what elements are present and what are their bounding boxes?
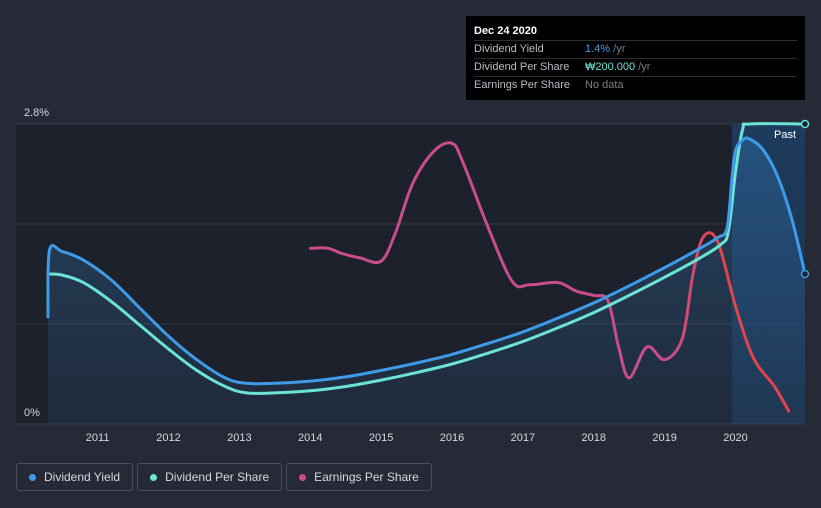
series-line-earnings-per-share	[308, 141, 791, 413]
x-tick-label: 2019	[652, 432, 676, 444]
x-tick-label: 2012	[156, 432, 180, 444]
legend-item-dividend-yield[interactable]: Dividend Yield	[16, 463, 134, 491]
x-tick-label: 2011	[86, 432, 110, 444]
x-tick-label: 2013	[227, 432, 251, 444]
legend-dot-icon	[29, 473, 36, 481]
tooltip-row-earnings-per-share: Earnings Per Share No data	[474, 76, 797, 94]
series-line-dividend-yield	[46, 136, 805, 386]
x-tick-label: 2016	[440, 432, 464, 444]
x-tick-label: 2018	[582, 432, 606, 444]
y-tick-label: 2.8%	[24, 107, 49, 119]
dividend-yield-area	[47, 138, 805, 424]
x-tick-label: 2020	[723, 432, 747, 444]
x-tick-label: 2014	[298, 432, 322, 444]
series-line-dividend-per-share	[46, 122, 805, 395]
x-tick-label: 2017	[511, 432, 535, 444]
past-label: Past	[774, 129, 797, 141]
tooltip-value-number: ₩200.000	[585, 61, 636, 73]
legend-label: Earnings Per Share	[314, 470, 419, 484]
end-marker-dividend-per-share	[800, 119, 810, 129]
legend-label: Dividend Yield	[44, 470, 121, 484]
tooltip-row-dividend-yield: Dividend Yield 1.4% /yr	[474, 40, 797, 58]
tooltip-value: 1.4% /yr	[585, 41, 625, 58]
tooltip-date: Dec 24 2020	[474, 25, 537, 37]
legend: Dividend Yield Dividend Per Share Earnin…	[16, 463, 432, 491]
legend-item-earnings-per-share[interactable]: Earnings Per Share	[286, 463, 432, 491]
x-tick-label: 2015	[369, 432, 393, 444]
tooltip-row-dividend-per-share: Dividend Per Share ₩200.000 /yr	[474, 58, 797, 76]
tooltip: Dec 24 2020 Dividend Yield 1.4% /yr Divi…	[466, 16, 805, 100]
legend-dot-icon	[150, 473, 158, 481]
legend-item-dividend-per-share[interactable]: Dividend Per Share	[137, 463, 283, 491]
tooltip-label: Earnings Per Share	[474, 79, 570, 91]
tooltip-value-unit: /yr	[635, 61, 651, 73]
end-marker-dividend-yield	[800, 269, 810, 279]
legend-dot-icon	[299, 473, 307, 481]
tooltip-label: Dividend Per Share	[474, 61, 570, 73]
tooltip-value: No data	[585, 79, 624, 91]
y-tick-label: 0%	[24, 407, 40, 419]
tooltip-label: Dividend Yield	[474, 43, 544, 55]
tooltip-value-number: 1.4%	[585, 43, 611, 55]
tooltip-value-unit: /yr	[610, 43, 626, 55]
tooltip-value: ₩200.000 /yr	[585, 59, 650, 76]
legend-label: Dividend Per Share	[165, 470, 270, 484]
